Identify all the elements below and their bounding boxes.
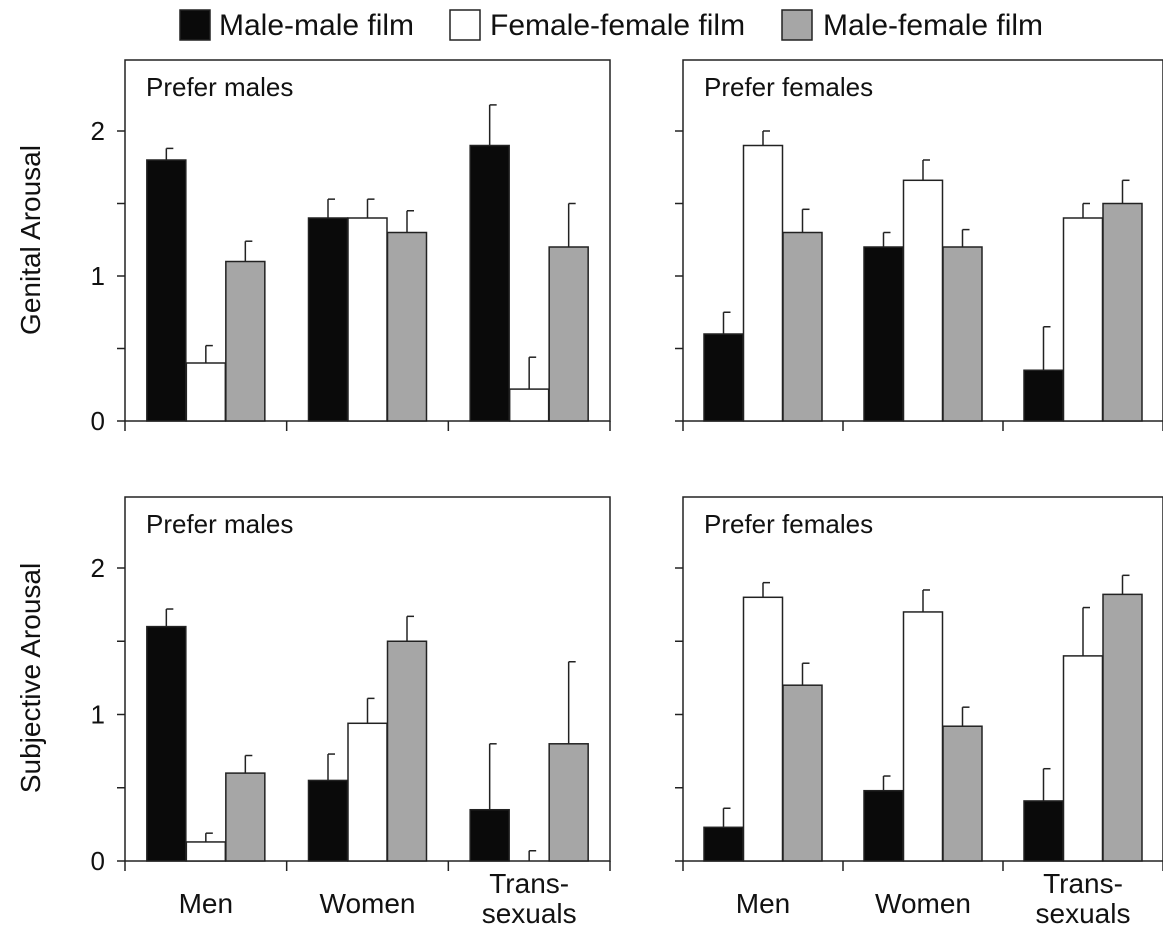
- bar: [1024, 370, 1063, 421]
- panel-top-right: Prefer females: [675, 60, 1163, 431]
- x-category-label: Trans-sexuals: [1036, 868, 1131, 929]
- bar: [186, 842, 225, 861]
- bar: [904, 612, 943, 861]
- y-tick-label: 1: [91, 261, 105, 291]
- y-tick-label: 2: [91, 116, 105, 146]
- y-tick-label: 1: [91, 700, 105, 730]
- bar: [309, 218, 348, 421]
- y-tick-label: 2: [91, 553, 105, 583]
- bar: [1103, 594, 1142, 861]
- legend-swatch-male-male: [180, 10, 210, 40]
- bar: [943, 726, 982, 861]
- bar: [549, 247, 588, 421]
- panel-top-left: Prefer males 0 1 2: [91, 60, 610, 436]
- bar: [470, 810, 509, 861]
- x-category-label: Women: [320, 888, 416, 919]
- y-tick-label: 0: [91, 846, 105, 876]
- bar: [1064, 656, 1103, 861]
- legend-label-female-female: Female-female film: [490, 9, 745, 42]
- x-category-label: Men: [736, 888, 790, 919]
- bar: [1064, 218, 1103, 421]
- y-tick-label: 0: [91, 406, 105, 436]
- bar: [783, 233, 822, 422]
- panel-bottom-right: Prefer females: [675, 497, 1163, 871]
- bar: [1024, 801, 1063, 861]
- bar: [510, 389, 549, 421]
- y-axis-label-subjective: Subjective Arousal: [15, 563, 46, 793]
- panel-title: Prefer females: [704, 509, 873, 539]
- bar: [147, 627, 186, 861]
- bar: [348, 723, 387, 861]
- bar: [388, 233, 427, 422]
- panel-title: Prefer males: [146, 72, 293, 102]
- bar: [186, 363, 225, 421]
- bar: [943, 247, 982, 421]
- panel-title: Prefer males: [146, 509, 293, 539]
- bar: [864, 791, 903, 861]
- bar: [864, 247, 903, 421]
- x-category-labels: Men Women Trans-sexuals Men Women Trans-sexua…: [179, 868, 1131, 929]
- x-category-label: Trans-sexuals: [482, 868, 577, 929]
- bar: [744, 597, 783, 861]
- bar: [704, 334, 743, 421]
- panel-bottom-left: Prefer males 0 1 2: [91, 497, 610, 876]
- bar: [904, 180, 943, 421]
- legend-swatch-female-female: [450, 10, 480, 40]
- bar: [470, 146, 509, 422]
- bar: [147, 160, 186, 421]
- bar: [744, 146, 783, 422]
- bar: [704, 827, 743, 861]
- legend: Male-male film Female-female film Male-f…: [180, 9, 1043, 42]
- bar: [1103, 204, 1142, 422]
- legend-swatch-male-female: [782, 10, 812, 40]
- panels: Prefer males 0 1 2 Prefer females Prefer male…: [91, 60, 1163, 876]
- bar: [226, 773, 265, 861]
- bar: [226, 262, 265, 422]
- panel-title: Prefer females: [704, 72, 873, 102]
- x-category-label: Men: [179, 888, 233, 919]
- y-axis-label-genital: Genital Arousal: [15, 145, 46, 335]
- legend-label-male-female: Male-female film: [823, 9, 1043, 42]
- bar: [388, 641, 427, 861]
- x-category-label: Women: [875, 888, 971, 919]
- bar: [783, 685, 822, 861]
- bar: [309, 780, 348, 861]
- bar: [348, 218, 387, 421]
- bar: [549, 744, 588, 861]
- legend-label-male-male: Male-male film: [219, 9, 414, 42]
